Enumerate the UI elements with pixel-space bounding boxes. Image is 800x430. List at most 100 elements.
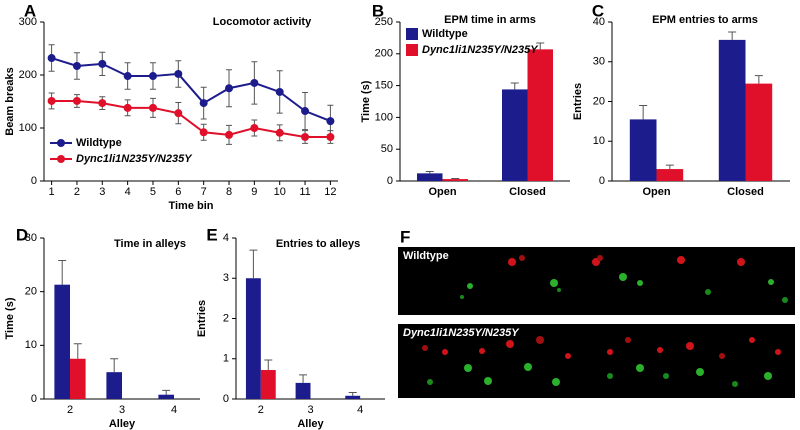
marker <box>123 72 132 81</box>
y-tick-label: 20 <box>25 286 37 298</box>
marker <box>174 69 183 78</box>
error-bar <box>249 249 258 279</box>
x-tick-label: 7 <box>201 186 207 198</box>
x-tick-label: 3 <box>99 186 105 198</box>
y-axis-label: Beam breaks <box>4 67 16 136</box>
chart-title: EPM entries to arms <box>652 14 758 26</box>
chart-title: Locomotor activity <box>213 16 312 28</box>
micrograph <box>398 247 795 315</box>
y-axis-label: Entries <box>572 83 584 120</box>
marker <box>225 130 234 139</box>
bar <box>417 173 443 181</box>
panel-letter: F <box>400 227 410 246</box>
panel-letter: B <box>372 1 384 20</box>
y-tick-label: 20 <box>593 95 605 107</box>
error-bar <box>348 392 357 396</box>
x-tick-label: Open <box>642 186 670 198</box>
bar <box>502 89 528 181</box>
x-tick-label: 4 <box>125 186 131 198</box>
error-bar <box>665 164 674 170</box>
legend-label: Wildtype <box>76 137 122 149</box>
error-bar <box>110 358 119 373</box>
y-axis-label: Entries <box>196 300 208 337</box>
bar <box>54 284 70 399</box>
y-tick-label: 1 <box>223 353 229 365</box>
y-tick-label: 200 <box>19 69 37 81</box>
legend-swatch <box>406 28 418 40</box>
x-tick-label: Closed <box>727 186 764 198</box>
error-bar <box>425 170 434 174</box>
x-axis-label: Time bin <box>168 200 213 212</box>
marker <box>301 107 310 116</box>
x-tick-label: 3 <box>119 404 125 416</box>
bar <box>70 358 86 399</box>
y-tick-label: 100 <box>375 111 393 123</box>
chart-title: Entries to alleys <box>276 238 360 250</box>
y-tick-label: 30 <box>25 232 37 244</box>
bar <box>527 49 553 182</box>
chart-title: Time in alleys <box>114 238 186 250</box>
y-tick-label: 50 <box>381 143 393 155</box>
y-tick-label: 0 <box>31 393 37 405</box>
y-tick-label: 40 <box>593 16 605 28</box>
x-tick-label: 1 <box>49 186 55 198</box>
error-bar <box>73 343 82 359</box>
y-tick-label: 2 <box>223 312 229 324</box>
x-tick-label: 5 <box>150 186 156 198</box>
y-axis-label: Time (s) <box>360 80 372 122</box>
y-tick-label: 300 <box>19 16 37 28</box>
x-tick-label: 9 <box>251 186 257 198</box>
marker <box>275 87 284 96</box>
panel-f: F Wildtype Dync1li1N235Y/N235Y <box>398 227 795 398</box>
bar <box>245 278 261 399</box>
marker <box>123 103 132 112</box>
bar <box>745 83 773 181</box>
x-tick-label: 10 <box>274 186 286 198</box>
legend-label: Wildtype <box>422 28 468 40</box>
legend-marker <box>57 155 65 163</box>
legend-swatch <box>406 44 418 56</box>
y-tick-label: 10 <box>25 339 37 351</box>
chart-title: EPM time in arms <box>444 14 536 26</box>
error-bar <box>639 104 648 120</box>
marker <box>72 96 81 105</box>
x-tick-label: 4 <box>171 404 177 416</box>
x-tick-label: 11 <box>299 186 310 198</box>
y-tick-label: 10 <box>593 135 605 147</box>
legend-label: Dync1li1N235Y/N235Y <box>76 153 193 165</box>
marker <box>225 84 234 93</box>
x-tick-label: Closed <box>509 186 546 198</box>
line <box>51 99 331 139</box>
bar <box>629 119 657 181</box>
error-bar <box>58 260 67 285</box>
legend-marker <box>57 139 65 147</box>
bar <box>158 394 174 399</box>
marker <box>250 78 259 87</box>
y-tick-label: 100 <box>19 122 37 134</box>
error-bar <box>162 389 171 395</box>
marker <box>47 96 56 105</box>
marker <box>98 99 107 108</box>
legend-label: Dync1li1N235Y/N235Y <box>422 44 539 56</box>
marker <box>199 99 208 108</box>
marker <box>98 59 107 68</box>
bar <box>442 179 468 181</box>
panel-letter: A <box>24 1 36 20</box>
bar <box>106 372 122 399</box>
marker <box>174 109 183 118</box>
y-tick-label: 150 <box>375 80 393 92</box>
x-axis-label: Alley <box>109 418 136 430</box>
x-tick-label: 8 <box>226 186 232 198</box>
y-tick-label: 0 <box>31 175 37 187</box>
x-tick-label: 2 <box>67 404 73 416</box>
bar <box>295 382 311 399</box>
x-tick-label: 3 <box>307 404 313 416</box>
y-tick-label: 0 <box>223 393 229 405</box>
y-tick-label: 0 <box>599 175 605 187</box>
marker <box>47 54 56 63</box>
y-axis-label: Time (s) <box>4 297 16 339</box>
error-bar <box>754 75 763 84</box>
y-tick-label: 3 <box>223 272 229 284</box>
line <box>51 57 331 123</box>
